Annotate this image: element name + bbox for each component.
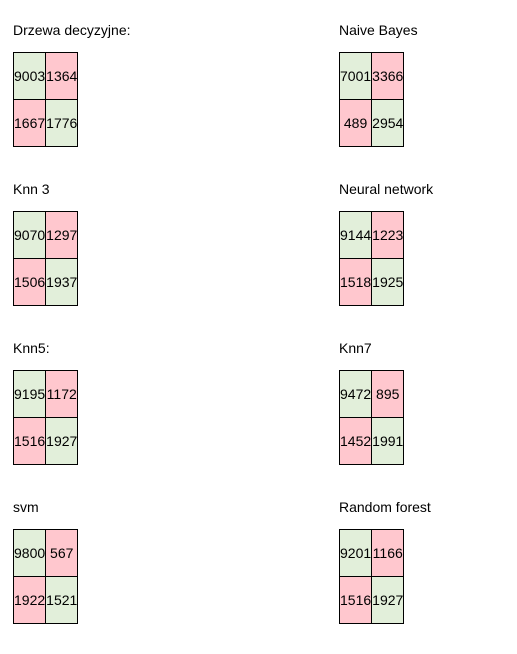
false-positive-cell: 1223 bbox=[371, 211, 405, 259]
true-positive-cell: 1521 bbox=[45, 576, 79, 624]
true-positive-cell: 1776 bbox=[45, 99, 79, 147]
false-positive-cell: 1166 bbox=[371, 529, 405, 577]
true-negative-cell: 9070 bbox=[12, 211, 47, 259]
true-positive-cell: 1927 bbox=[371, 576, 405, 624]
confusion-matrix: 9144 1223 1518 1925 bbox=[338, 211, 405, 306]
matrix-title: Drzewa decyzyjne: bbox=[13, 22, 131, 38]
confusion-matrix: 7001 3366 489 2954 bbox=[338, 52, 405, 147]
false-positive-cell: 1364 bbox=[45, 52, 79, 100]
false-positive-cell: 3366 bbox=[371, 52, 405, 100]
confusion-matrix: 9003 1364 1667 1776 bbox=[12, 52, 79, 147]
false-negative-cell: 1922 bbox=[12, 576, 47, 624]
confusion-matrix: 9070 1297 1506 1937 bbox=[12, 211, 79, 306]
false-negative-cell: 1452 bbox=[338, 417, 373, 465]
true-positive-cell: 1991 bbox=[371, 417, 405, 465]
true-negative-cell: 9201 bbox=[338, 529, 373, 577]
true-positive-cell: 1925 bbox=[371, 258, 405, 306]
true-negative-cell: 9800 bbox=[12, 529, 47, 577]
true-positive-cell: 2954 bbox=[371, 99, 405, 147]
matrix-title: Naive Bayes bbox=[339, 22, 418, 38]
true-negative-cell: 7001 bbox=[338, 52, 373, 100]
matrix-title: Knn 3 bbox=[13, 181, 50, 197]
true-positive-cell: 1927 bbox=[45, 417, 79, 465]
confusion-matrix: 9800 567 1922 1521 bbox=[12, 529, 79, 624]
false-positive-cell: 1297 bbox=[45, 211, 79, 259]
matrix-title: Random forest bbox=[339, 499, 431, 515]
matrix-title: Neural network bbox=[339, 181, 434, 197]
false-negative-cell: 1518 bbox=[338, 258, 373, 306]
false-positive-cell: 895 bbox=[371, 370, 405, 418]
matrix-title: svm bbox=[13, 499, 39, 515]
false-negative-cell: 1516 bbox=[12, 417, 47, 465]
false-positive-cell: 567 bbox=[45, 529, 79, 577]
true-positive-cell: 1937 bbox=[45, 258, 79, 306]
confusion-matrix: 9201 1166 1516 1927 bbox=[338, 529, 405, 624]
false-negative-cell: 489 bbox=[338, 99, 373, 147]
false-positive-cell: 1172 bbox=[45, 370, 79, 418]
true-negative-cell: 9472 bbox=[338, 370, 373, 418]
confusion-matrix: 9472 895 1452 1991 bbox=[338, 370, 405, 465]
confusion-matrix: 9195 1172 1516 1927 bbox=[12, 370, 79, 465]
matrix-title: Knn7 bbox=[339, 340, 372, 356]
false-negative-cell: 1506 bbox=[12, 258, 47, 306]
false-negative-cell: 1667 bbox=[12, 99, 47, 147]
matrix-title: Knn5: bbox=[13, 340, 50, 356]
false-negative-cell: 1516 bbox=[338, 576, 373, 624]
true-negative-cell: 9195 bbox=[12, 370, 47, 418]
true-negative-cell: 9003 bbox=[12, 52, 47, 100]
true-negative-cell: 9144 bbox=[338, 211, 373, 259]
